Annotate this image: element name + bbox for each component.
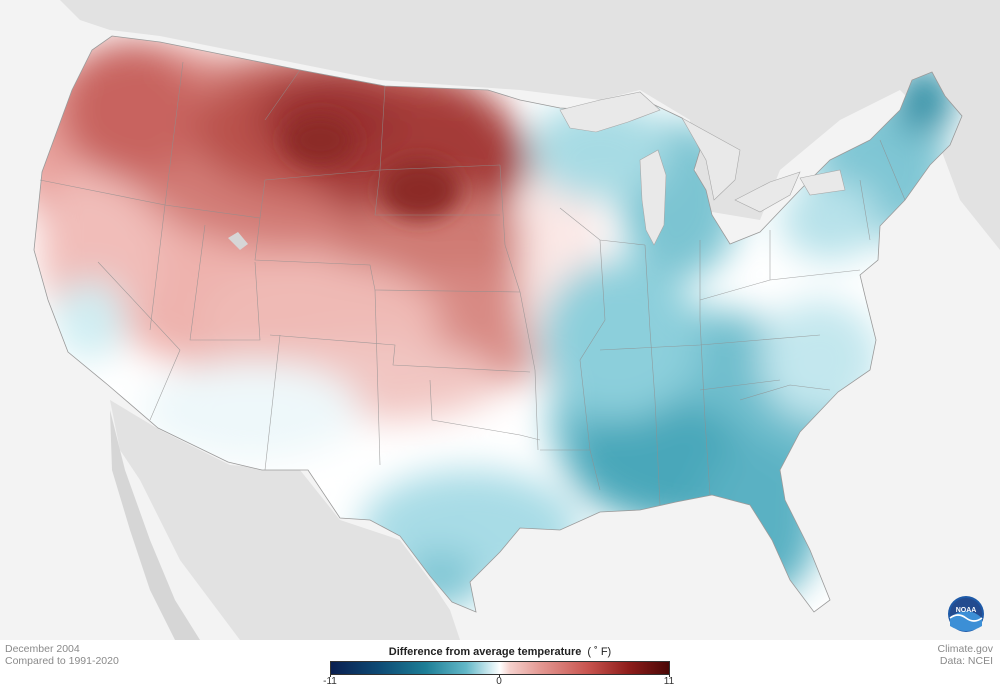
tick-mark-mid: [499, 674, 500, 677]
scale-mid-label: 0: [496, 676, 502, 687]
color-scale-bar: [330, 661, 670, 675]
credit-data: Data: NCEI: [939, 655, 993, 667]
state-boundaries: [39, 61, 906, 506]
anomaly-map: NOAA: [33, 0, 1000, 640]
baseline-label: Compared to 1991-2020: [5, 655, 119, 667]
great-salt-lake: [228, 232, 248, 250]
tick-mark-min: [330, 674, 331, 677]
scale-min-label: -11: [323, 676, 337, 687]
legend-title: Difference from average temperature ( ˚ F…: [300, 646, 700, 658]
legend-title-text: Difference from average temperature: [388, 646, 582, 658]
noaa-logo-text: NOAA: [956, 607, 977, 614]
map-footer: December 2004 Compared to 1991-2020 Diff…: [0, 640, 1000, 690]
period-label: December 2004: [5, 643, 80, 655]
baja-peninsula: [110, 410, 200, 640]
legend-unit: ( ˚ F): [587, 646, 612, 658]
great-lakes: [559, 91, 846, 246]
credit-site: Climate.gov: [937, 643, 993, 655]
noaa-logo: NOAA: [948, 596, 984, 632]
tick-mark-max: [669, 674, 670, 677]
mexico-land: [110, 400, 460, 640]
scale-max-label: 11: [663, 676, 675, 687]
